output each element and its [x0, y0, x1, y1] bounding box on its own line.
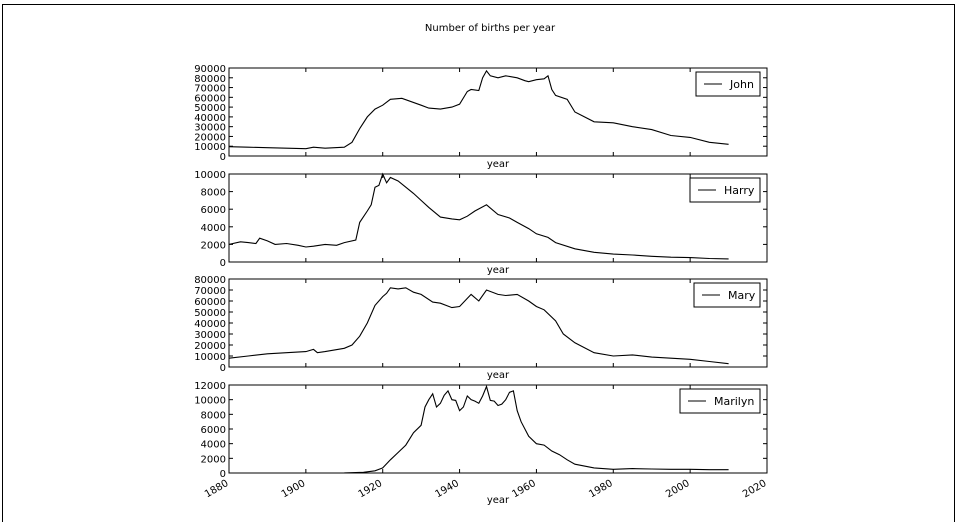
x-tick-label: 2020	[741, 478, 769, 500]
y-tick-label: 80000	[194, 74, 226, 85]
y-tick-label: 0	[220, 469, 226, 480]
x-tick-label: 1920	[357, 478, 385, 500]
x-axis-label: year	[487, 370, 510, 381]
y-tick-label: 6000	[201, 425, 226, 436]
y-tick-label: 10000	[194, 170, 226, 181]
legend-label: John	[729, 78, 754, 91]
y-tick-label: 20000	[194, 132, 226, 143]
series-line-john	[228, 69, 729, 150]
y-tick-label: 50000	[194, 308, 226, 319]
series-line-marilyn	[229, 384, 729, 474]
y-tick-label: 50000	[194, 103, 226, 114]
y-tick-label: 10000	[194, 142, 226, 153]
y-tick-label: 20000	[194, 341, 226, 352]
x-tick-label: 2000	[664, 478, 692, 500]
x-tick-label: 1900	[280, 478, 308, 500]
series-line-harry	[228, 172, 729, 260]
legend-label: Marilyn	[714, 395, 754, 408]
y-tick-label: 4000	[201, 440, 226, 451]
y-tick-label: 80000	[194, 275, 226, 286]
y-tick-label: 40000	[194, 113, 226, 124]
y-tick-label: 8000	[201, 410, 226, 421]
series-line-mary	[228, 287, 729, 365]
y-tick-label: 2000	[201, 454, 226, 465]
legend-label: Mary	[728, 289, 756, 302]
y-tick-label: 60000	[194, 297, 226, 308]
y-tick-label: 4000	[201, 223, 226, 234]
y-tick-label: 40000	[194, 319, 226, 330]
y-tick-label: 8000	[201, 188, 226, 199]
y-tick-label: 2000	[201, 240, 226, 251]
plot-area-2	[228, 278, 768, 368]
y-tick-label: 90000	[194, 64, 226, 75]
y-tick-label: 30000	[194, 123, 226, 134]
y-tick-label: 0	[220, 258, 226, 269]
x-axis-label: year	[487, 495, 510, 506]
y-tick-label: 12000	[194, 381, 226, 392]
y-tick-label: 0	[220, 363, 226, 374]
y-tick-label: 10000	[194, 396, 226, 407]
y-tick-label: 70000	[194, 84, 226, 95]
x-tick-label: 1940	[434, 478, 462, 500]
y-tick-label: 10000	[194, 352, 226, 363]
y-tick-label: 60000	[194, 93, 226, 104]
legend-label: Harry	[724, 184, 755, 197]
x-axis-label: year	[487, 159, 510, 170]
x-tick-label: 1980	[587, 478, 615, 500]
y-tick-label: 6000	[201, 205, 226, 216]
y-tick-label: 30000	[194, 330, 226, 341]
x-tick-label: 1880	[203, 478, 231, 500]
x-tick-label: 1960	[510, 478, 538, 500]
plot-area-1	[228, 173, 768, 263]
figure-frame	[2, 4, 955, 522]
x-axis-label: year	[487, 265, 510, 276]
figure-title: Number of births per year	[425, 23, 556, 34]
y-tick-label: 0	[220, 152, 226, 163]
plot-area-0	[228, 67, 768, 157]
y-tick-label: 70000	[194, 286, 226, 297]
